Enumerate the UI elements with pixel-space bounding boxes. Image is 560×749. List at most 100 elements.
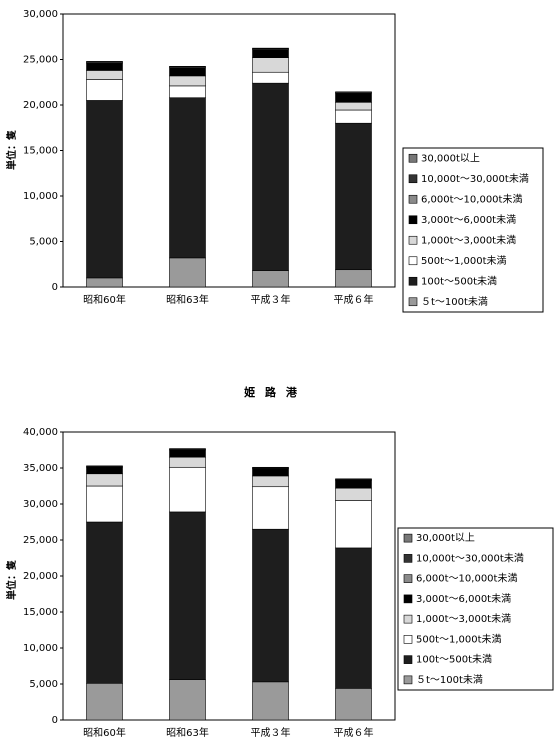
legend-swatch <box>408 194 418 204</box>
bar-segment <box>86 682 123 721</box>
bar-segment <box>169 67 206 77</box>
bar-segment <box>252 71 289 84</box>
bar-segment <box>86 466 123 475</box>
legend-swatch <box>403 574 413 583</box>
legend-label: 500t～1,000t未満 <box>421 255 507 267</box>
legend-swatch <box>403 533 413 543</box>
x-tick-label: 平成３年 <box>251 726 291 739</box>
y-tick-label: 0 <box>52 715 58 726</box>
legend-swatch <box>403 554 413 563</box>
x-tick-label: 昭和63年 <box>166 726 209 739</box>
bar-segment <box>169 466 206 513</box>
bar-segment <box>86 70 123 80</box>
bar-segment <box>335 547 372 689</box>
legend-label: 30,000t以上 <box>416 532 475 544</box>
legend-swatch <box>408 235 418 245</box>
x-tick-label: 平成６年 <box>334 726 374 739</box>
y-tick-label: 40,000 <box>23 427 58 438</box>
bar-segment <box>86 277 123 288</box>
legend-label: 100t～500t未満 <box>421 275 497 287</box>
bar-segment <box>252 475 289 488</box>
bar-segment <box>252 486 289 530</box>
bar-segment <box>169 85 206 99</box>
bar-segment <box>335 92 372 103</box>
y-tick-label: 20,000 <box>23 100 58 111</box>
legend-swatch <box>403 655 413 664</box>
legend-label: 3,000t～6,000t未満 <box>416 593 511 605</box>
bar-segment <box>252 681 289 721</box>
legend-box <box>397 527 554 691</box>
bar-segment <box>169 97 206 259</box>
y-tick-label: 15,000 <box>23 607 58 618</box>
plot-area <box>62 431 396 721</box>
legend-label: 30,000t以上 <box>421 152 480 164</box>
y-tick-label: 25,000 <box>23 55 58 66</box>
plot-area <box>62 13 396 288</box>
y-axis-label: 単位：隻 <box>5 560 18 600</box>
legend-label: 500t～1,000t未満 <box>416 633 502 645</box>
x-tick-label: 昭和60年 <box>83 293 126 306</box>
legend-swatch <box>408 297 418 307</box>
legend-swatch <box>403 594 413 604</box>
legend-swatch <box>408 215 418 225</box>
bar-segment <box>252 49 289 58</box>
bar-segment <box>252 466 289 469</box>
y-tick-label: 35,000 <box>23 463 58 474</box>
bar-segment <box>335 109 372 124</box>
bar-segment <box>252 82 289 271</box>
bar-segment <box>86 485 123 523</box>
bar-segment <box>335 500 372 549</box>
bar-segment <box>86 100 123 279</box>
bar-segment <box>169 679 206 721</box>
bar-segment <box>335 122 372 271</box>
legend-swatch <box>408 256 418 266</box>
x-tick-label: 昭和60年 <box>83 726 126 739</box>
bar-segment <box>86 62 123 71</box>
bar-segment <box>252 528 289 683</box>
bar-segment <box>252 57 289 73</box>
x-tick-label: 平成３年 <box>251 293 291 306</box>
y-tick-label: 15,000 <box>23 146 58 157</box>
bar-segment <box>169 456 206 468</box>
legend-label: 100t～500t未満 <box>416 654 492 666</box>
legend-swatch <box>403 635 413 644</box>
legend-swatch <box>403 675 413 685</box>
y-tick-label: 30,000 <box>23 499 58 510</box>
y-tick-label: 10,000 <box>23 191 58 202</box>
bar-segment <box>335 101 372 111</box>
legend-swatch <box>403 614 413 624</box>
legend-swatch <box>408 174 418 184</box>
x-tick-label: 平成６年 <box>334 293 374 306</box>
y-tick-label: 30,000 <box>23 9 58 20</box>
legend-label: 1,000t～3,000t未満 <box>416 613 511 625</box>
bar-segment <box>335 479 372 489</box>
legend-label: ５t～100t未満 <box>421 296 488 308</box>
x-tick-label: 昭和63年 <box>166 293 209 306</box>
bar-segment <box>169 449 206 458</box>
y-tick-label: 0 <box>52 282 58 293</box>
legend-box <box>402 147 544 313</box>
chart-title: 姫 路 港 <box>244 385 300 399</box>
y-tick-label: 25,000 <box>23 535 58 546</box>
legend-label: 1,000t～3,000t未満 <box>421 234 516 246</box>
y-tick-label: 5,000 <box>29 237 58 248</box>
bar-segment <box>169 75 206 87</box>
y-tick-label: 10,000 <box>23 643 58 654</box>
legend-label: 6,000t～10,000t未満 <box>416 573 517 585</box>
legend-label: 6,000t～10,000t未満 <box>421 193 522 205</box>
bar-segment <box>169 511 206 680</box>
bar-segment <box>335 478 372 480</box>
y-tick-label: 20,000 <box>23 571 58 582</box>
bar-segment <box>252 270 289 288</box>
y-tick-label: 5,000 <box>29 679 58 690</box>
bar-segment <box>86 465 123 467</box>
legend-swatch <box>408 153 418 163</box>
bar-segment <box>252 468 289 477</box>
legend-label: 10,000t～30,000t未満 <box>416 552 524 564</box>
bar-segment <box>335 269 372 288</box>
bar-segment <box>86 79 123 101</box>
legend-label: 10,000t～30,000t未満 <box>421 173 529 185</box>
bar-segment <box>86 473 123 487</box>
y-axis-label: 単位：隻 <box>5 130 18 170</box>
